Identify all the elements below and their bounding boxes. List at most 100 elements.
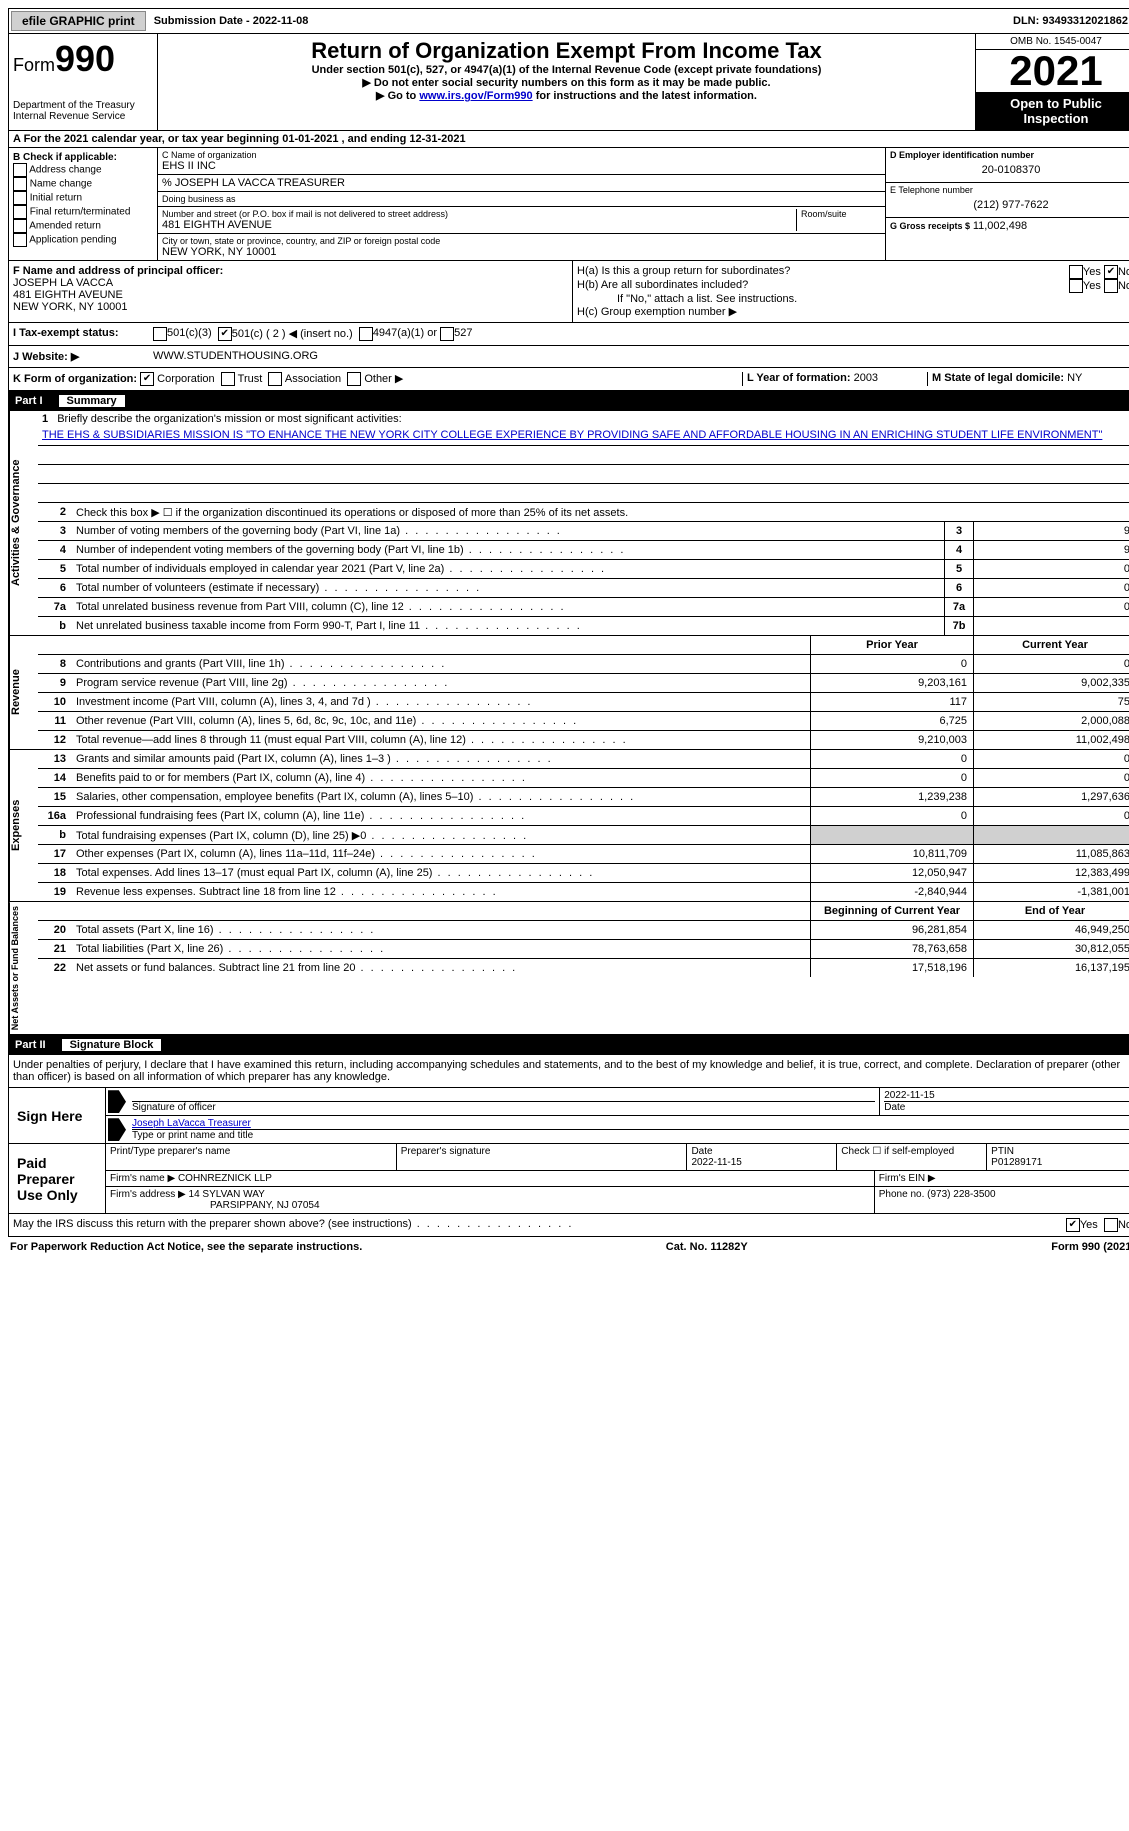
cb-pending[interactable]: Application pending	[13, 233, 153, 247]
summary-line: 14Benefits paid to or for members (Part …	[38, 769, 1129, 788]
sig-officer-lbl: Signature of officer	[132, 1101, 875, 1113]
ein-lbl: D Employer identification number	[890, 150, 1129, 160]
cb-initial[interactable]: Initial return	[13, 191, 153, 205]
part1-title: Summary	[59, 395, 125, 407]
vlabel-revenue: Revenue	[9, 636, 38, 749]
ein-val: 20-0108370	[890, 160, 1129, 180]
prep-date-val: 2022-11-15	[691, 1157, 741, 1168]
tax-status-lbl: I Tax-exempt status:	[13, 327, 153, 341]
col-current-hdr: Current Year	[973, 636, 1129, 654]
paperwork-note: For Paperwork Reduction Act Notice, see …	[10, 1241, 362, 1253]
discuss-no[interactable]	[1104, 1218, 1118, 1232]
cb-assoc[interactable]	[268, 372, 282, 386]
cb-name-lbl: Name change	[30, 179, 92, 190]
ha-yes[interactable]	[1069, 265, 1083, 279]
mission-lbl: Briefly describe the organization's miss…	[57, 413, 401, 425]
form-org-lbl: K Form of organization:	[13, 373, 137, 385]
officer-addr1: 481 EIGHTH AVEUNE	[13, 289, 123, 301]
phone-lbl: E Telephone number	[890, 185, 1129, 195]
gross-val: 11,002,498	[973, 220, 1027, 232]
sig-date-val: 2022-11-15	[884, 1090, 934, 1101]
cb-other[interactable]	[347, 372, 361, 386]
state-domicile-val: NY	[1067, 372, 1082, 384]
form-header: Form990 Department of the Treasury Inter…	[8, 34, 1129, 131]
summary-revenue: Revenue Prior Year Current Year 8Contrib…	[8, 636, 1129, 750]
col-end-hdr: End of Year	[973, 902, 1129, 920]
ha-lbl: H(a) Is this a group return for subordin…	[577, 265, 790, 279]
summary-line: 6Total number of volunteers (estimate if…	[38, 579, 1129, 598]
summary-line: 22Net assets or fund balances. Subtract …	[38, 959, 1129, 977]
summary-line: 11Other revenue (Part VIII, column (A), …	[38, 712, 1129, 731]
summary-line: 9Program service revenue (Part VIII, lin…	[38, 674, 1129, 693]
dln-label: DLN: 93493312021862	[1013, 15, 1129, 27]
cb-address[interactable]: Address change	[13, 163, 153, 177]
print-name-lbl: Print/Type preparer's name	[110, 1146, 230, 1157]
summary-line: 10Investment income (Part VIII, column (…	[38, 693, 1129, 712]
cb-501c[interactable]	[218, 327, 232, 341]
room-lbl: Room/suite	[801, 209, 881, 219]
cb-501c3[interactable]	[153, 327, 167, 341]
hc-lbl: H(c) Group exemption number ▶	[577, 305, 1129, 318]
cb-final[interactable]: Final return/terminated	[13, 205, 153, 219]
row-a-mid: , and ending	[338, 133, 409, 145]
summary-netassets: Net Assets or Fund Balances Beginning of…	[8, 902, 1129, 1035]
ha-no[interactable]	[1104, 265, 1118, 279]
hb-yes[interactable]	[1069, 279, 1083, 293]
arrow-icon	[108, 1118, 126, 1141]
officer-lbl: F Name and address of principal officer:	[13, 265, 223, 277]
cb-amended[interactable]: Amended return	[13, 219, 153, 233]
opt-4947: 4947(a)(1) or	[373, 327, 437, 341]
row-i: I Tax-exempt status: 501(c)(3) 501(c) ( …	[8, 323, 1129, 346]
discuss-no-lbl: No	[1118, 1219, 1129, 1231]
summary-line: 4Number of independent voting members of…	[38, 541, 1129, 560]
summary-line: 8Contributions and grants (Part VIII, li…	[38, 655, 1129, 674]
year-formation-lbl: L Year of formation:	[747, 372, 851, 384]
tax-year: 2021	[976, 50, 1129, 92]
officer-addr2: NEW YORK, NY 10001	[13, 301, 128, 313]
vlabel-activities: Activities & Governance	[9, 411, 38, 635]
summary-line: 17Other expenses (Part IX, column (A), l…	[38, 845, 1129, 864]
firm-addr-lbl: Firm's address ▶	[110, 1189, 186, 1200]
summary-line: 13Grants and similar amounts paid (Part …	[38, 750, 1129, 769]
irs-link[interactable]: www.irs.gov/Form990	[419, 90, 532, 102]
row-klm: K Form of organization: Corporation Trus…	[8, 368, 1129, 391]
summary-line: 5Total number of individuals employed in…	[38, 560, 1129, 579]
part2-num: Part II	[15, 1039, 58, 1051]
firm-phone-val: (973) 228-3500	[927, 1189, 995, 1200]
addr-lbl: Number and street (or P.O. box if mail i…	[162, 209, 792, 219]
summary-line: bTotal fundraising expenses (Part IX, co…	[38, 826, 1129, 845]
cb-name[interactable]: Name change	[13, 177, 153, 191]
line2-text: Check this box ▶ ☐ if the organization d…	[72, 504, 1129, 521]
row-a: A For the 2021 calendar year, or tax yea…	[8, 131, 1129, 148]
open-to-public: Open to Public Inspection	[976, 92, 1129, 130]
part2-title: Signature Block	[62, 1039, 162, 1051]
firm-addr2: PARSIPPANY, NJ 07054	[110, 1200, 320, 1211]
hb-no[interactable]	[1104, 279, 1118, 293]
summary-line: 18Total expenses. Add lines 13–17 (must …	[38, 864, 1129, 883]
summary-line: bNet unrelated business taxable income f…	[38, 617, 1129, 635]
firm-ein-lbl: Firm's EIN ▶	[879, 1173, 936, 1184]
cb-corp[interactable]	[140, 372, 154, 386]
cb-527[interactable]	[440, 327, 454, 341]
city-lbl: City or town, state or province, country…	[162, 236, 881, 246]
summary-line: 19Revenue less expenses. Subtract line 1…	[38, 883, 1129, 901]
summary-line: 16aProfessional fundraising fees (Part I…	[38, 807, 1129, 826]
subtitle-2: ▶ Do not enter social security numbers o…	[162, 76, 971, 89]
org-name: EHS II INC	[162, 160, 881, 172]
summary-activities: Activities & Governance 1 Briefly descri…	[8, 411, 1129, 636]
discuss-yes-lbl: Yes	[1080, 1219, 1098, 1231]
efile-print-button[interactable]: efile GRAPHIC print	[11, 11, 146, 31]
mission-text[interactable]: THE EHS & SUBSIDIARIES MISSION IS "TO EN…	[42, 429, 1102, 441]
ha-no-lbl: No	[1118, 266, 1129, 278]
cb-4947[interactable]	[359, 327, 373, 341]
addr-val: 481 EIGHTH AVENUE	[162, 219, 792, 231]
discuss-yes[interactable]	[1066, 1218, 1080, 1232]
summary-line: 20Total assets (Part X, line 16)96,281,8…	[38, 921, 1129, 940]
cb-trust[interactable]	[221, 372, 235, 386]
sig-name-val[interactable]: Joseph LaVacca Treasurer	[132, 1118, 251, 1129]
paid-preparer-lbl: Paid Preparer Use Only	[9, 1144, 106, 1213]
col-b-header: B Check if applicable:	[13, 152, 153, 163]
dba-lbl: Doing business as	[162, 194, 881, 204]
website-val: WWW.STUDENTHOUSING.ORG	[153, 350, 318, 363]
discuss-row: May the IRS discuss this return with the…	[8, 1214, 1129, 1237]
